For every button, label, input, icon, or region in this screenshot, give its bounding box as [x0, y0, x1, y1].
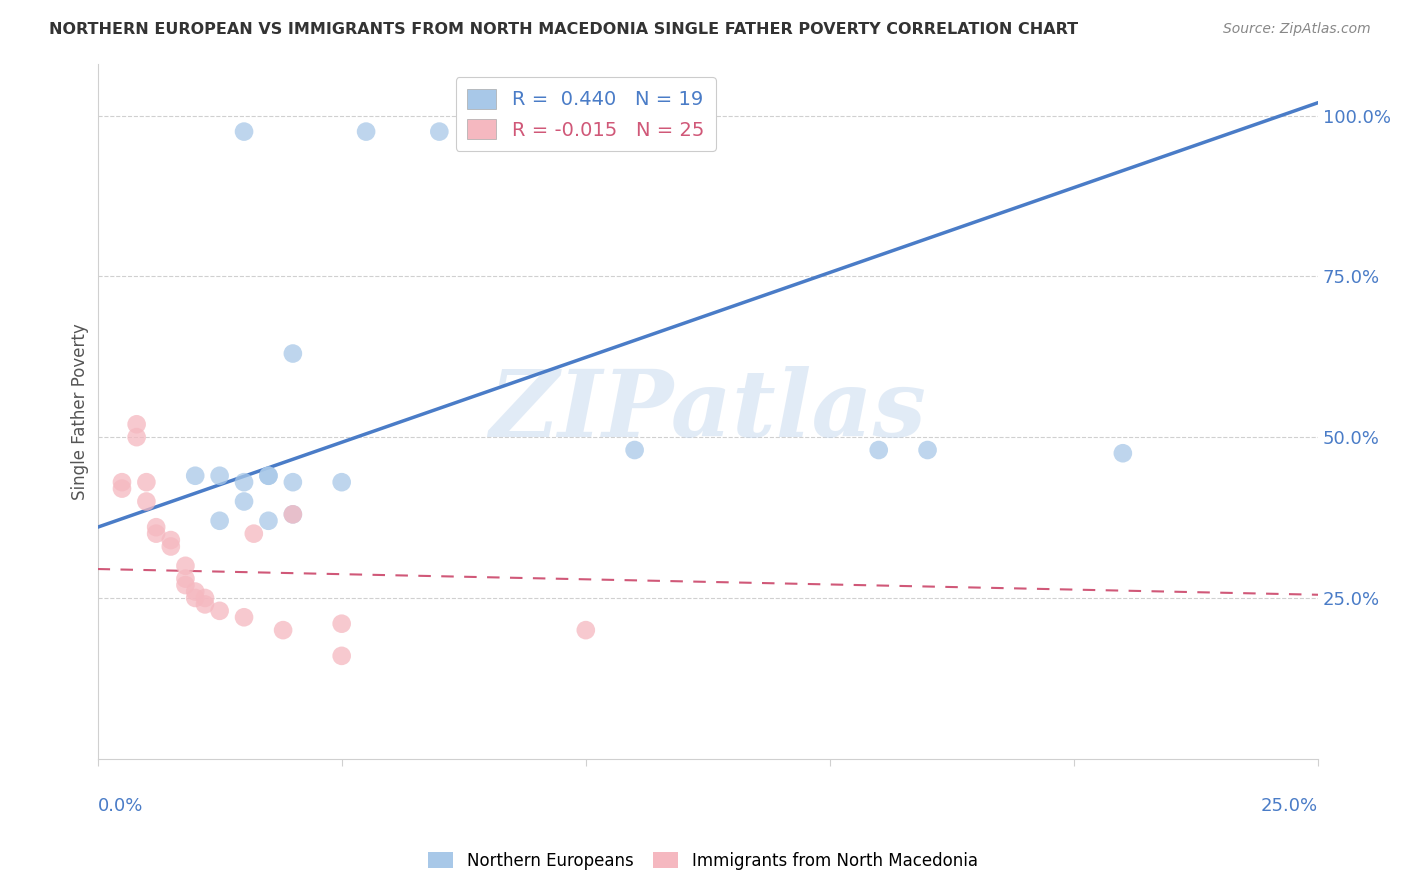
- Text: Source: ZipAtlas.com: Source: ZipAtlas.com: [1223, 22, 1371, 37]
- Point: [427, 125, 450, 139]
- Point: [917, 443, 939, 458]
- Point: [111, 482, 134, 496]
- Point: [257, 468, 280, 483]
- Point: [330, 648, 353, 663]
- Point: [174, 578, 197, 592]
- Point: [125, 430, 148, 444]
- Text: 0.0%: 0.0%: [97, 797, 143, 815]
- Point: [271, 623, 294, 637]
- Y-axis label: Single Father Poverty: Single Father Poverty: [72, 323, 89, 500]
- Point: [159, 540, 181, 554]
- Point: [145, 520, 167, 534]
- Point: [125, 417, 148, 432]
- Point: [159, 533, 181, 547]
- Point: [135, 475, 157, 490]
- Point: [184, 584, 207, 599]
- Point: [208, 514, 231, 528]
- Text: ZIPatlas: ZIPatlas: [489, 367, 927, 457]
- Point: [174, 572, 197, 586]
- Point: [281, 508, 304, 522]
- Point: [145, 526, 167, 541]
- Point: [330, 616, 353, 631]
- Point: [623, 443, 645, 458]
- Point: [233, 610, 256, 624]
- Point: [1112, 446, 1135, 460]
- Point: [184, 591, 207, 605]
- Point: [354, 125, 377, 139]
- Point: [281, 475, 304, 490]
- Point: [243, 526, 266, 541]
- Text: NORTHERN EUROPEAN VS IMMIGRANTS FROM NORTH MACEDONIA SINGLE FATHER POVERTY CORRE: NORTHERN EUROPEAN VS IMMIGRANTS FROM NOR…: [49, 22, 1078, 37]
- Point: [868, 443, 890, 458]
- Point: [233, 475, 256, 490]
- Point: [233, 494, 256, 508]
- Point: [184, 468, 207, 483]
- Text: 25.0%: 25.0%: [1261, 797, 1319, 815]
- Point: [111, 475, 134, 490]
- Legend: R =  0.440   N = 19, R = -0.015   N = 25: R = 0.440 N = 19, R = -0.015 N = 25: [456, 78, 716, 152]
- Point: [281, 346, 304, 360]
- Point: [233, 125, 256, 139]
- Point: [135, 494, 157, 508]
- Point: [208, 604, 231, 618]
- Point: [194, 591, 217, 605]
- Point: [257, 514, 280, 528]
- Point: [208, 468, 231, 483]
- Point: [281, 508, 304, 522]
- Point: [575, 623, 598, 637]
- Point: [330, 475, 353, 490]
- Point: [174, 558, 197, 573]
- Legend: Northern Europeans, Immigrants from North Macedonia: Northern Europeans, Immigrants from Nort…: [422, 846, 984, 877]
- Point: [194, 598, 217, 612]
- Point: [257, 468, 280, 483]
